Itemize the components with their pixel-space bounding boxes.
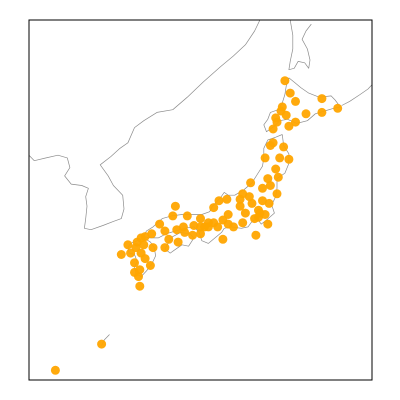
scatter-point [209, 203, 219, 213]
scatter-point [170, 201, 180, 211]
scatter-point [265, 141, 275, 150]
scatter-points [50, 76, 343, 375]
scatter-point [214, 196, 224, 206]
scatter-point [284, 154, 294, 164]
scatter-point [148, 243, 158, 253]
scatter-point [272, 189, 282, 199]
scatter-point [140, 254, 150, 264]
scatter-point [189, 221, 199, 230]
scatter-point [97, 339, 107, 349]
scatter-point [126, 248, 136, 258]
map-frame [28, 19, 373, 381]
plot-area [29, 20, 372, 380]
scatter-point [172, 225, 182, 235]
scatter-point [251, 230, 261, 240]
scatter-point [160, 243, 170, 253]
scatter-point [155, 219, 165, 229]
scatter-point [275, 153, 285, 163]
scatter-point [291, 117, 300, 127]
scatter-point [130, 258, 139, 268]
scatter-point [271, 113, 281, 123]
scatter-point [263, 219, 273, 229]
scatter-point [235, 201, 245, 211]
scatter-point [50, 365, 60, 375]
scatter-point [164, 234, 174, 244]
scatter-point [281, 110, 291, 120]
scatter-point [265, 181, 275, 190]
scatter-point [182, 211, 192, 221]
scatter-point [139, 240, 149, 250]
scatter-point [196, 229, 205, 239]
scatter-point [271, 164, 281, 174]
scatter-point [136, 233, 146, 243]
scatter-point [258, 196, 267, 206]
scatter-point [291, 96, 300, 106]
scatter-point [246, 178, 256, 188]
scatter-point [268, 124, 278, 134]
scatter-point [280, 76, 290, 86]
scatter-point [277, 102, 287, 112]
scatter-point [196, 214, 205, 224]
scatter-point [240, 208, 250, 218]
scatter-point [223, 219, 233, 229]
scatter-point [203, 222, 213, 232]
scatter-point [235, 194, 245, 204]
scatter-point [168, 211, 178, 221]
scatter-point [123, 240, 133, 250]
scatter-point [188, 230, 198, 240]
scatter-point [260, 153, 270, 163]
scatter-point [238, 218, 248, 228]
scatter-point [180, 227, 190, 237]
scatter-point [135, 281, 145, 291]
scatter-point [317, 94, 327, 104]
scatter-point [160, 226, 170, 236]
scatter-point [247, 198, 257, 208]
scatter-point [250, 214, 260, 224]
scatter-point [258, 183, 267, 193]
scatter-point [145, 261, 155, 270]
scatter-point [285, 88, 295, 98]
scatter-point [273, 172, 283, 182]
scatter-point [173, 237, 183, 247]
scatter-point [218, 234, 228, 244]
scatter-point [333, 103, 343, 113]
scatter-point [116, 250, 126, 259]
scatter-point [317, 107, 327, 117]
scatter-point [279, 142, 289, 152]
scatter-point [134, 272, 143, 282]
scatter-point [263, 174, 273, 184]
coastline-kuril-islands [341, 84, 372, 106]
scatter-point [244, 192, 254, 202]
coastline-sakhalin [288, 20, 312, 71]
coastline-asian-mainland [29, 20, 261, 231]
scatter-point [284, 121, 294, 131]
scatter-point [301, 109, 311, 119]
scatter-point [222, 194, 232, 204]
